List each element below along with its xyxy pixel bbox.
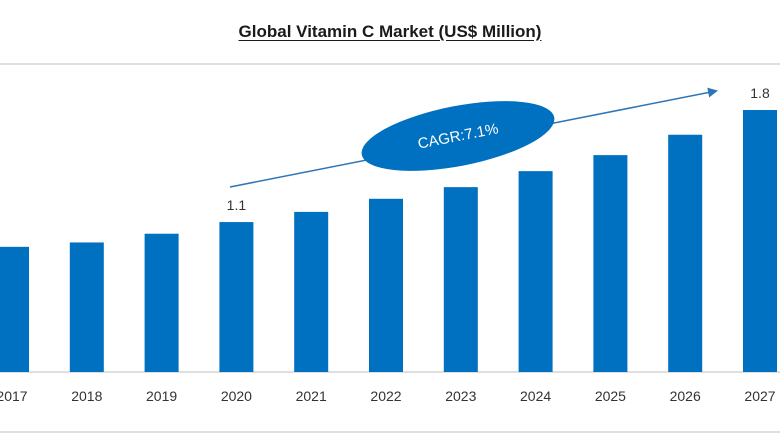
chart-title-row: Global Vitamin C Market (US$ Million) — [0, 12, 780, 52]
data-label: 1.8 — [750, 85, 770, 101]
cagr-annotation: CAGR:7.1% — [229, 87, 718, 188]
bars-layer: 2017 2018 2019 2020 1.1 2021 2022 2023 2024 2025 2… — [0, 85, 777, 404]
bar-2025 — [593, 155, 628, 372]
data-label: 1.1 — [227, 197, 247, 213]
bar-2024 — [518, 171, 553, 372]
x-tick-label: 2017 — [0, 388, 28, 404]
bar-2022 — [369, 198, 403, 372]
x-tick-label: 2022 — [370, 388, 401, 404]
cagr-ellipse — [361, 101, 555, 171]
bar-2018 — [69, 242, 104, 372]
x-tick-label: 2024 — [520, 388, 551, 404]
x-tick-label: 2026 — [670, 388, 701, 404]
bar-2023 — [443, 187, 478, 372]
bar-2020 — [219, 222, 254, 372]
x-tick-label: 2027 — [744, 388, 775, 404]
x-tick-label: 2021 — [296, 388, 327, 404]
bar-2021 — [294, 211, 329, 372]
chart-title: Global Vitamin C Market (US$ Million) — [238, 22, 542, 41]
x-tick-label: 2023 — [445, 388, 476, 404]
x-tick-label: 2019 — [146, 388, 177, 404]
bar-2027 — [743, 110, 777, 372]
x-tick-label: 2020 — [221, 388, 252, 404]
bar-2019 — [144, 233, 179, 372]
bar-2017 — [0, 246, 29, 372]
x-tick-label: 2025 — [595, 388, 626, 404]
x-tick-label: 2018 — [71, 388, 102, 404]
bar-2026 — [668, 134, 703, 372]
